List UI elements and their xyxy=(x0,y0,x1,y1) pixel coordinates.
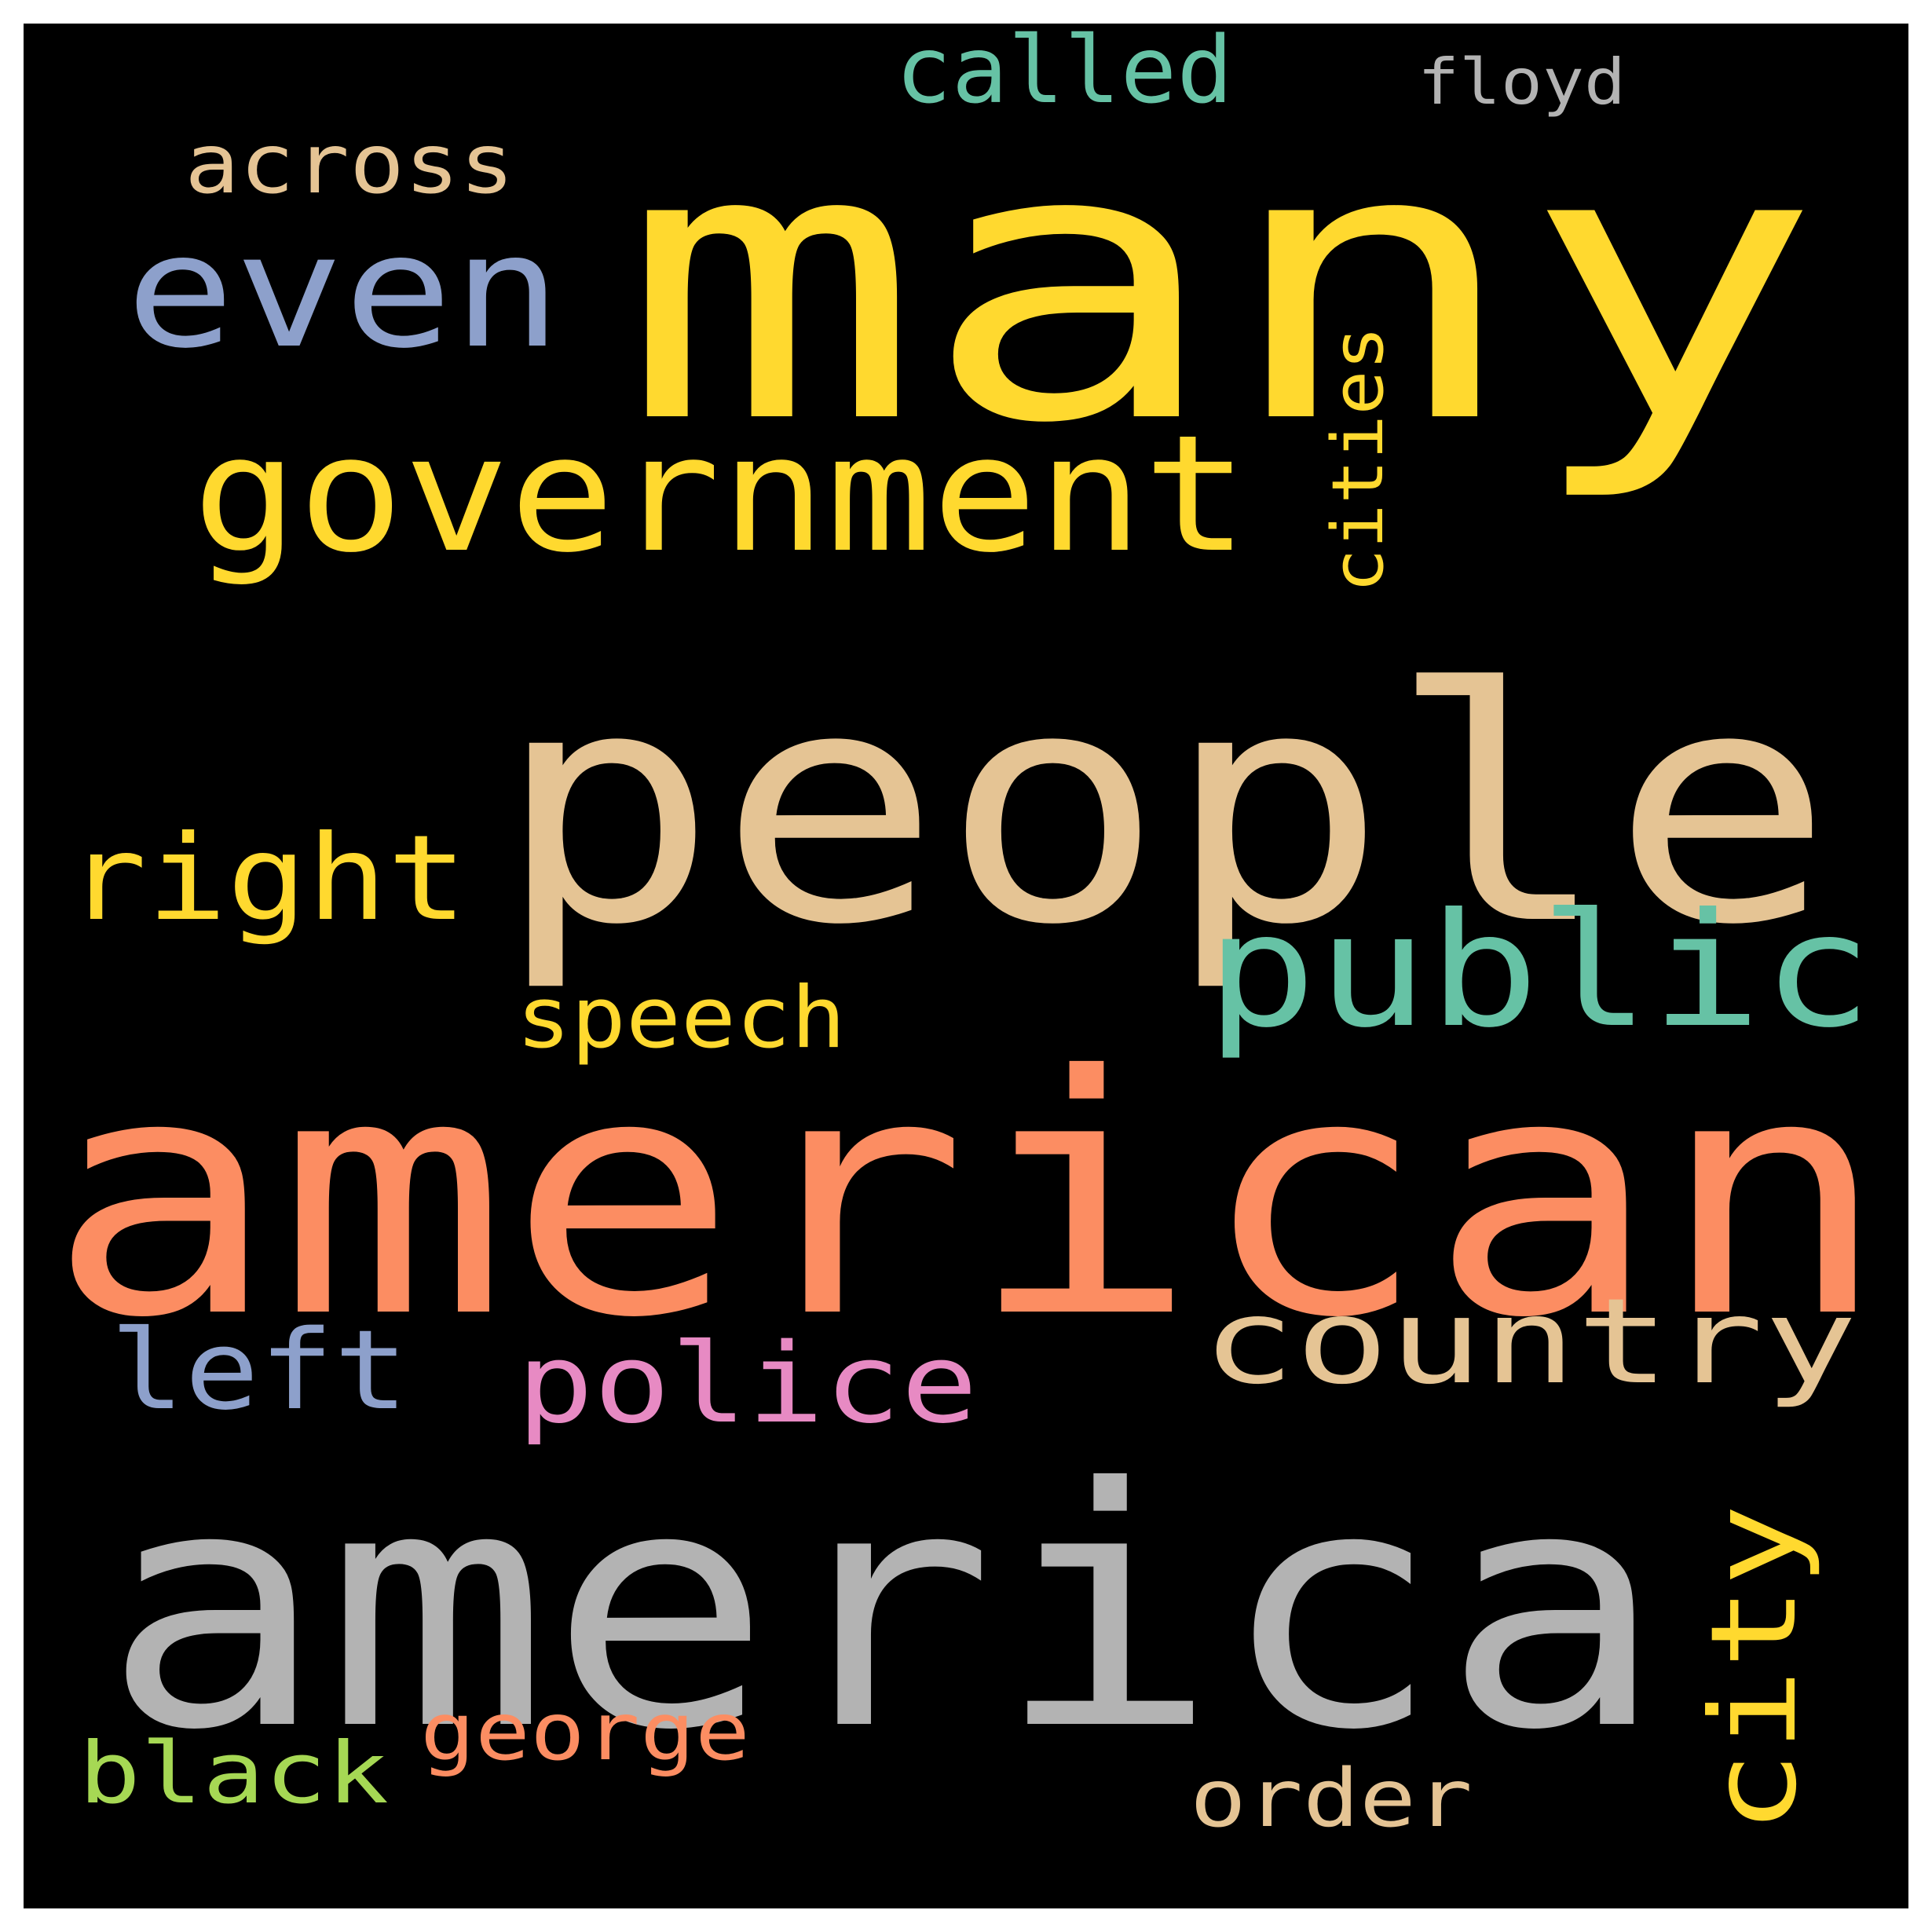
word-country: country xyxy=(1202,1274,1857,1411)
word-public: public xyxy=(1206,880,1873,1063)
word-people: people xyxy=(495,620,1834,995)
word-american: american xyxy=(47,1006,1889,1390)
word-black: black xyxy=(79,1725,389,1823)
word-government: government xyxy=(192,401,1249,588)
word-cloud: many people american america government even p… xyxy=(24,24,1908,1908)
word-order: order xyxy=(1190,1752,1473,1846)
word-floyd: floyd xyxy=(1418,46,1626,119)
word-police: police xyxy=(517,1320,978,1448)
word-many: many xyxy=(620,67,1822,506)
word-called: called xyxy=(895,24,1233,124)
word-right: right xyxy=(67,810,467,947)
word-city: city xyxy=(1686,1504,1823,1834)
word-cities: cities xyxy=(1317,326,1400,593)
word-george: george xyxy=(420,1685,750,1779)
word-left: left xyxy=(110,1307,408,1435)
word-america: america xyxy=(102,1418,1665,1802)
word-across: across xyxy=(185,116,514,212)
word-even: even xyxy=(126,200,562,383)
word-speech: speech xyxy=(516,969,846,1067)
